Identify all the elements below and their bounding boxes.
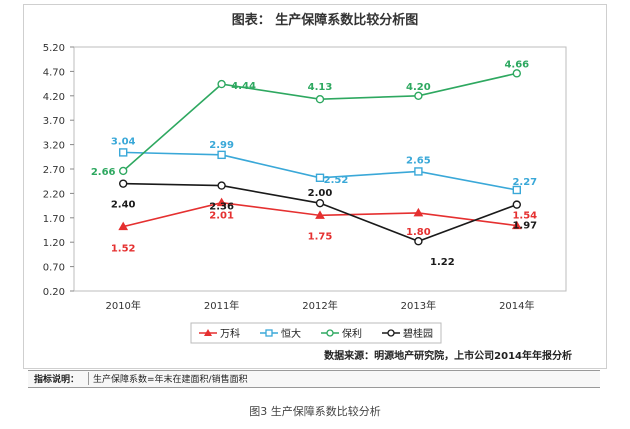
data-point-marker xyxy=(512,200,521,209)
x-tick-label: 2011年 xyxy=(204,299,239,312)
data-label: 2.65 xyxy=(406,155,431,166)
x-tick-label: 2013年 xyxy=(401,299,436,312)
data-label: 2.01 xyxy=(209,211,234,222)
legend-label: 保利 xyxy=(342,327,362,340)
indicator-note-text: 生产保障系数=年末在建面积/销售面积 xyxy=(88,372,248,385)
y-tick-label: 2.70 xyxy=(43,165,65,176)
y-tick-label: 3.20 xyxy=(43,141,65,152)
data-point-marker xyxy=(118,166,128,176)
data-label: 2.40 xyxy=(111,200,136,211)
data-label: 2.00 xyxy=(308,188,333,199)
line-chart: 图表： 生产保障系数比较分析图 5.20 4.70 4.20 3.70 3.20 2.70 2… xyxy=(43,12,572,362)
y-tick-label: 2.20 xyxy=(43,189,65,200)
data-point-marker xyxy=(118,148,128,157)
indicator-note-bar xyxy=(28,370,600,388)
data-label: 4.20 xyxy=(406,82,431,93)
x-tick-label: 2010年 xyxy=(105,299,140,312)
legend-marker xyxy=(326,329,334,337)
legend-marker xyxy=(265,329,273,337)
data-label: 4.13 xyxy=(308,82,333,93)
data-label: 1.22 xyxy=(430,257,455,268)
data-label: 4.44 xyxy=(231,81,256,92)
data-point-marker xyxy=(414,167,423,176)
data-point-marker xyxy=(512,185,521,195)
data-label: 2.36 xyxy=(209,202,234,213)
y-tick-label: 5.20 xyxy=(43,43,65,54)
data-label: 3.04 xyxy=(111,136,136,147)
data-point-marker xyxy=(414,237,423,246)
data-point-marker xyxy=(217,150,226,160)
data-label: 1.80 xyxy=(406,227,431,238)
legend-marker xyxy=(387,329,395,337)
data-label: 4.66 xyxy=(504,59,529,70)
data-point-marker xyxy=(315,198,325,208)
y-tick-label: 1.70 xyxy=(43,214,65,225)
data-label: 2.99 xyxy=(209,140,234,151)
y-tick-label: 3.70 xyxy=(43,116,65,127)
data-label: 2.52 xyxy=(324,175,349,186)
figure-caption: 图3 生产保障系数比较分析 xyxy=(249,405,381,418)
data-point-marker xyxy=(315,210,325,219)
y-tick-label: 4.20 xyxy=(43,92,65,103)
data-point-marker xyxy=(315,173,325,182)
data-label: 1.52 xyxy=(111,244,136,255)
data-point-marker xyxy=(118,221,129,231)
data-point-marker xyxy=(414,91,423,101)
legend-label: 恒大 xyxy=(281,327,301,340)
x-tick-label: 2012年 xyxy=(302,299,337,312)
data-label: 2.27 xyxy=(512,177,537,188)
legend-marker xyxy=(204,329,212,336)
data-label: 1.75 xyxy=(308,231,333,242)
y-tick-label: 1.20 xyxy=(43,238,65,249)
data-point-marker xyxy=(118,179,128,188)
data-point-marker xyxy=(511,220,522,230)
chart-title: 图表： 生产保障系数比较分析图 xyxy=(232,12,419,28)
y-tick-label: 0.20 xyxy=(43,287,65,298)
legend-label: 碧桂园 xyxy=(403,327,433,340)
y-tick-label: 4.70 xyxy=(43,67,65,78)
data-point-marker xyxy=(217,181,226,190)
data-point-marker xyxy=(217,79,226,89)
data-source: 数据来源：明源地产研究院，上市公司2014年年报分析 xyxy=(324,349,572,362)
data-label: 1.97 xyxy=(512,221,537,232)
data-label: 1.54 xyxy=(512,211,537,222)
data-point-marker xyxy=(512,69,521,78)
data-point-marker xyxy=(315,95,325,104)
x-tick-label: 2014年 xyxy=(499,299,534,312)
data-label: 2.66 xyxy=(91,167,116,178)
data-point-marker xyxy=(216,197,227,207)
y-tick-label: 0.70 xyxy=(43,263,65,274)
legend-box xyxy=(190,322,442,344)
legend-label: 万科 xyxy=(220,327,240,340)
indicator-note-label: 指标说明： xyxy=(34,375,80,385)
data-point-marker xyxy=(413,207,424,217)
